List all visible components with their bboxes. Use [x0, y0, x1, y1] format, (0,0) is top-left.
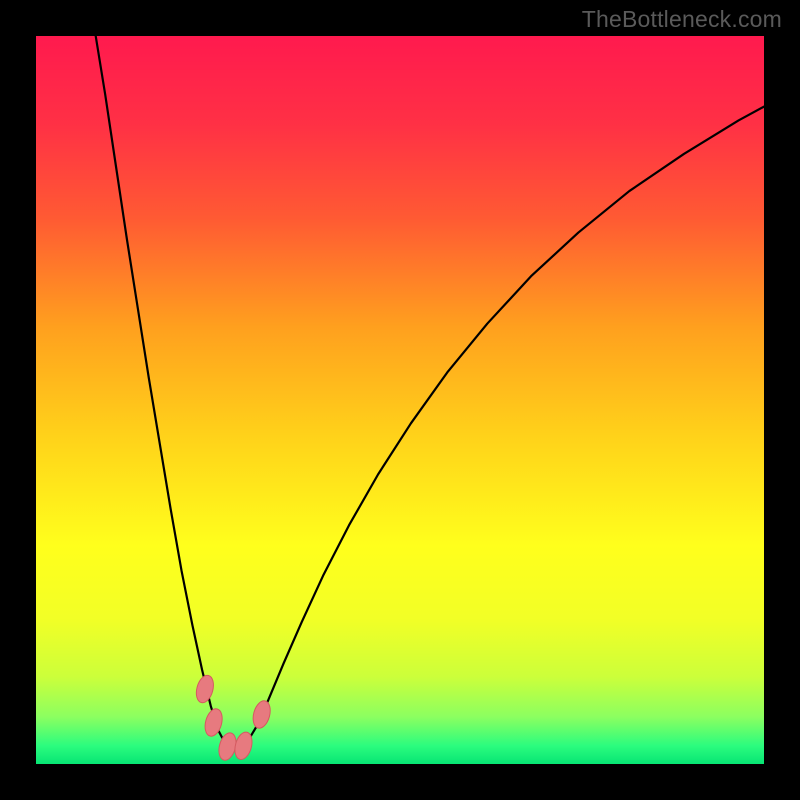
chart-container: TheBottleneck.com: [0, 0, 800, 800]
plot-background: [36, 36, 764, 764]
bottleneck-chart: [0, 0, 800, 800]
